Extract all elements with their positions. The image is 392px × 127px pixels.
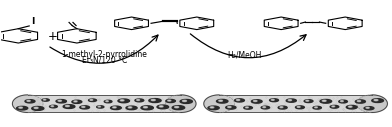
Circle shape [106,101,108,102]
Circle shape [63,105,75,108]
Circle shape [208,106,219,110]
Circle shape [180,99,192,103]
Circle shape [234,99,244,102]
Circle shape [366,107,369,108]
Circle shape [104,100,112,103]
Circle shape [358,101,361,102]
Circle shape [141,106,153,110]
Circle shape [280,107,283,108]
Text: H₂/MeOH: H₂/MeOH [228,51,262,60]
Circle shape [65,105,69,107]
Circle shape [27,100,30,101]
Ellipse shape [204,95,234,113]
Circle shape [126,106,137,110]
Circle shape [330,105,339,108]
Circle shape [168,100,171,101]
Circle shape [341,101,343,102]
Circle shape [97,106,104,108]
Circle shape [313,106,321,109]
Circle shape [42,99,49,101]
Circle shape [56,100,66,103]
Circle shape [374,99,378,101]
Text: +: + [47,30,57,43]
Circle shape [270,99,278,102]
Circle shape [228,107,231,108]
Circle shape [80,106,89,109]
Circle shape [183,100,187,101]
Circle shape [271,99,274,100]
Circle shape [72,100,82,103]
Circle shape [19,107,22,108]
Circle shape [226,106,236,109]
Circle shape [320,99,332,103]
Circle shape [16,106,28,110]
Circle shape [113,107,116,108]
Circle shape [251,100,262,103]
Circle shape [304,100,313,102]
Circle shape [82,106,85,107]
Circle shape [322,100,326,101]
Circle shape [149,99,161,102]
Circle shape [278,106,287,109]
Circle shape [263,107,265,108]
Ellipse shape [165,95,196,113]
Circle shape [348,106,352,107]
Text: Et₃N/120 °C: Et₃N/120 °C [82,56,127,65]
Circle shape [288,100,292,101]
Circle shape [25,100,35,103]
Circle shape [74,101,77,102]
Circle shape [118,99,129,103]
Circle shape [34,107,38,108]
Circle shape [315,107,318,108]
Circle shape [159,106,163,107]
Circle shape [296,106,304,109]
Circle shape [245,107,248,108]
Circle shape [364,107,374,110]
Circle shape [175,106,179,108]
Circle shape [151,99,155,101]
Circle shape [157,105,169,109]
Circle shape [355,100,365,103]
Circle shape [244,106,252,109]
Circle shape [135,99,144,102]
Circle shape [128,107,132,108]
Circle shape [166,99,175,102]
Ellipse shape [13,95,43,113]
Circle shape [297,106,300,107]
Circle shape [51,106,54,107]
FancyBboxPatch shape [28,95,181,113]
Circle shape [261,106,270,109]
Circle shape [236,99,240,100]
Circle shape [44,99,46,100]
Circle shape [346,105,357,109]
Circle shape [98,106,100,107]
Circle shape [254,100,257,101]
Circle shape [332,106,335,107]
Circle shape [372,99,383,102]
Circle shape [172,106,185,110]
Circle shape [111,106,121,110]
Circle shape [49,105,57,108]
Ellipse shape [357,95,387,113]
Text: I: I [31,17,34,26]
Circle shape [286,99,296,102]
Text: 1-methyl-2-pyrrolidine: 1-methyl-2-pyrrolidine [61,50,147,59]
Circle shape [89,99,96,102]
Circle shape [32,107,44,110]
Circle shape [339,100,347,103]
Circle shape [210,107,214,108]
Circle shape [216,99,228,103]
Circle shape [306,100,309,101]
Circle shape [120,100,124,101]
Circle shape [219,100,222,101]
Circle shape [143,107,147,108]
Circle shape [58,100,62,101]
FancyBboxPatch shape [219,95,372,113]
